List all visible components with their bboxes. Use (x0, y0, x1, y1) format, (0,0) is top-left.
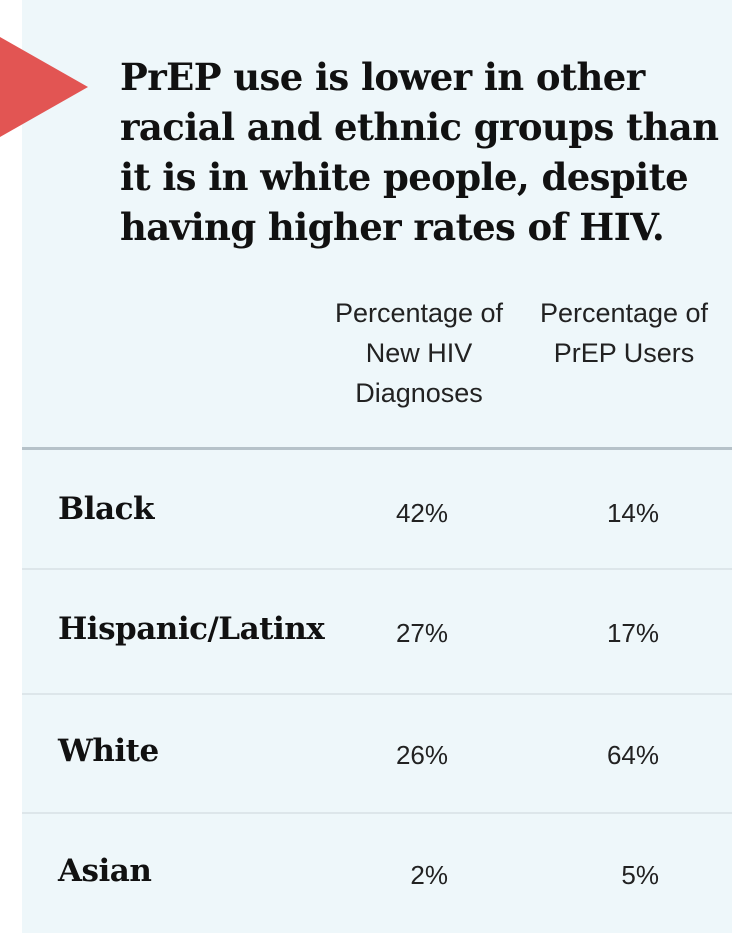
row-label: Black (58, 491, 154, 527)
row-label: White (58, 733, 159, 769)
row-divider (22, 568, 732, 570)
cell-prep-users: 14% (606, 498, 659, 528)
chart-title: PrEP use is lower in other racial and et… (120, 55, 719, 249)
cell-new-hiv-diagnoses: 27% (395, 618, 448, 648)
table-row: Hispanic/Latinx 27% 17% (22, 570, 732, 688)
cell-new-hiv-diagnoses: 2% (410, 860, 448, 890)
column-header-new-hiv-diagnoses: Percentage of New HIV Diagnoses (334, 298, 504, 408)
table-row: Black 42% 14% (22, 450, 732, 568)
header-divider (22, 447, 732, 450)
row-label: Asian (58, 853, 152, 889)
table-card (22, 0, 732, 933)
cell-new-hiv-diagnoses: 42% (395, 498, 448, 528)
cell-prep-users: 64% (606, 740, 659, 770)
cell-prep-users: 17% (606, 618, 659, 648)
table-row: Asian 2% 5% (22, 812, 732, 930)
cell-new-hiv-diagnoses: 26% (395, 740, 448, 770)
row-divider (22, 693, 732, 695)
cell-prep-users: 5% (621, 860, 659, 890)
column-header-prep-users: Percentage of PrEP Users (539, 298, 709, 368)
row-divider (22, 812, 732, 814)
row-label: Hispanic/Latinx (58, 611, 325, 647)
triangle-pointer-icon (0, 37, 88, 137)
table-row: White 26% 64% (22, 692, 732, 810)
